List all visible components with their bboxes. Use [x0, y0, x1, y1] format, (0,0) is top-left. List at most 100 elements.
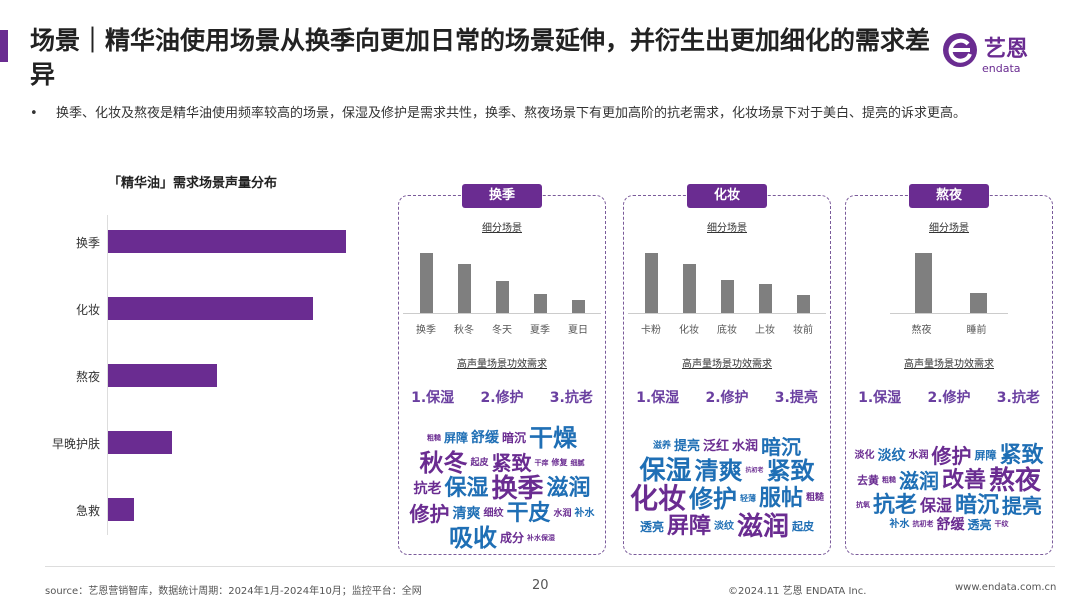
word-cloud-word: 水润 [908, 449, 929, 461]
category-label: 急救 [75, 504, 100, 518]
bar-label: 妆前 [793, 325, 813, 336]
bar-baseline [890, 313, 1008, 314]
word-cloud-word: 紧致 [491, 451, 532, 475]
needs-list: 1.保湿 2.修护 3.抗老 [398, 387, 606, 407]
bar-baseline [403, 313, 601, 314]
bar-label: 冬天 [492, 325, 512, 336]
bar-label: 化妆 [679, 325, 699, 336]
bar-label: 底妆 [717, 325, 737, 336]
footer-divider [45, 566, 1055, 567]
endata-logo: 艺恩 endata [940, 28, 1050, 78]
bar [644, 253, 658, 313]
word-cloud-word: 滋润 [546, 476, 591, 501]
chart-axis [107, 215, 108, 535]
word-cloud-word: 修护 [688, 484, 737, 513]
word-cloud-word: 滋养 [652, 441, 671, 451]
need-item: 2.修护 [927, 390, 971, 406]
summary-bullet: • 换季、化妆及熬夜是精华油使用频率较高的场景，保湿及修护是需求共性，换季、熬夜… [30, 104, 980, 123]
title-accent-bar [0, 30, 8, 62]
bar [796, 295, 810, 313]
need-item: 2.修护 [480, 390, 524, 406]
bar [108, 431, 173, 454]
word-cloud-word: 提亮 [1002, 493, 1043, 518]
needs-title: 高声量场景功效需求 [904, 359, 994, 370]
tab-化妆[interactable]: 化妆 [687, 184, 767, 208]
word-cloud-word: 提亮 [673, 439, 700, 454]
word-cloud: 滋养 提亮 泛红 水润 暗沉 保湿 清爽 抗初老 紧致 化妆 修护 轻薄 服帖 粗糙 透亮 屏障 淡纹 滋润 起皮 [629, 424, 825, 552]
word-cloud-word: 改善 [941, 467, 986, 493]
bar [495, 280, 509, 313]
need-item: 1.保湿 [636, 390, 680, 406]
svg-text:endata: endata [982, 62, 1021, 75]
word-cloud-word: 清爽 [694, 456, 743, 485]
sub-title: 细分场景 [707, 223, 747, 234]
word-cloud-word: 成分 [499, 531, 524, 545]
bar [533, 294, 547, 313]
word-cloud-word: 透亮 [639, 519, 664, 534]
word-cloud-word: 屏障 [443, 431, 468, 445]
word-cloud-word: 干纹 [994, 520, 1009, 528]
word-cloud-word: 泛红 [703, 439, 730, 454]
word-cloud-word: 保湿 [444, 476, 489, 501]
word-cloud-word: 干痒 [534, 458, 549, 467]
page-number: 20 [532, 578, 549, 593]
word-cloud-word: 保湿 [919, 495, 952, 515]
bar [108, 364, 218, 387]
word-cloud-word: 吸收 [448, 524, 497, 552]
needs-list: 1.保湿 2.修护 3.抗老 [845, 387, 1053, 407]
word-cloud-word: 补水保湿 [527, 533, 555, 542]
need-item: 3.抗老 [549, 390, 593, 406]
word-cloud-word: 抗老 [872, 492, 917, 518]
endata-logo-icon: 艺恩 endata [943, 33, 1028, 75]
bar [419, 253, 433, 313]
bar-label: 夏日 [568, 325, 588, 336]
word-cloud-word: 滋润 [898, 468, 939, 493]
bar [915, 253, 932, 313]
word-cloud-word: 换季 [491, 474, 544, 504]
word-cloud-word: 粗糙 [426, 433, 441, 442]
bar [970, 292, 987, 313]
tab-换季[interactable]: 换季 [462, 184, 542, 208]
needs-title: 高声量场景功效需求 [457, 359, 547, 370]
word-cloud-word: 抗老 [413, 481, 442, 497]
word-cloud-word: 暗沉 [955, 492, 1000, 518]
footer-copyright: ©2024.11 艺恩 ENDATA Inc. [728, 586, 867, 597]
bar-label: 熬夜 [911, 325, 932, 336]
bar [108, 297, 313, 320]
needs-title: 高声量场景功效需求 [682, 359, 772, 370]
bar [720, 280, 734, 313]
word-cloud-word: 淡纹 [714, 520, 734, 532]
word-cloud-word: 淡纹 [877, 447, 906, 464]
needs-list: 1.保湿 2.修护 3.提亮 [623, 387, 831, 407]
footer-source: source：艺恩营销智库，数据统计周期：2024年1月-2024年10月；监控… [45, 586, 422, 597]
word-cloud-word: 细纹 [483, 508, 504, 519]
need-item: 2.修护 [705, 390, 749, 406]
word-cloud-word: 起皮 [470, 457, 489, 468]
word-cloud-word: 暗沉 [502, 431, 527, 445]
bar-label: 夏季 [530, 325, 550, 336]
bullet-marker: • [30, 106, 38, 121]
need-item: 3.抗老 [996, 390, 1040, 406]
need-item: 1.保湿 [858, 390, 902, 406]
footer-url[interactable]: www.endata.com.cn [955, 582, 1057, 593]
page-title: 场景｜精华油使用场景从换季向更加日常的场景延伸，并衍生出更加细化的需求差异 [30, 26, 931, 89]
word-cloud-word: 水润 [732, 439, 759, 454]
word-cloud-word: 粗糙 [806, 493, 825, 503]
word-cloud-word: 保湿 [639, 455, 692, 486]
category-label: 早晚护肤 [51, 437, 100, 451]
word-cloud: 粗糙 屏障 舒缓 暗沉 干燥 秋冬 起皮 紧致 干痒 修复 细腻 抗老 保湿 换季 滋润 修护 清爽 细纹 干皮 水润… [404, 424, 600, 552]
tab-熬夜[interactable]: 熬夜 [909, 184, 989, 208]
word-cloud-word: 干燥 [529, 424, 578, 452]
word-cloud-word: 化妆 [629, 481, 686, 515]
bar-label: 上妆 [755, 325, 775, 336]
sub-title: 细分场景 [482, 223, 522, 234]
category-label: 换季 [75, 236, 100, 250]
bar-baseline [628, 313, 826, 314]
word-cloud-word: 修护 [409, 502, 450, 526]
word-cloud-word: 起皮 [792, 520, 815, 533]
bar-label: 卡粉 [641, 325, 661, 336]
word-cloud-word: 服帖 [758, 485, 803, 511]
word-cloud-word: 滋润 [737, 511, 790, 542]
word-cloud-word: 抗初老 [745, 466, 764, 474]
word-cloud-word: 粗糙 [881, 476, 896, 484]
